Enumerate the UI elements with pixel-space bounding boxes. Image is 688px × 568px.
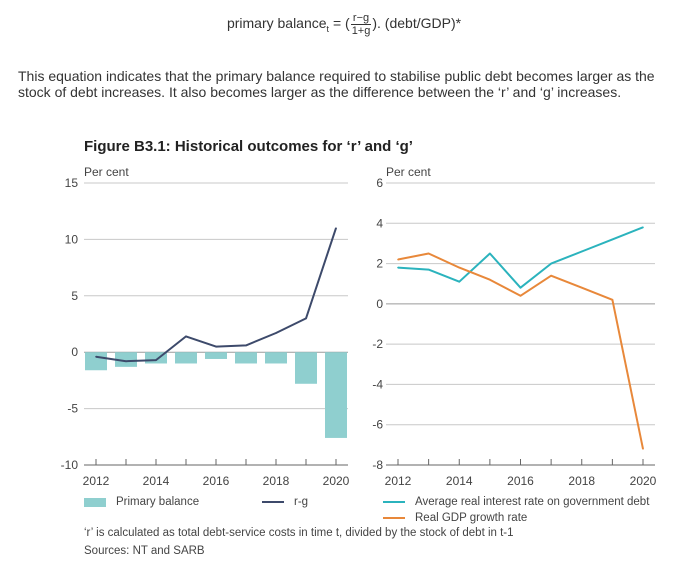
equation-fraction: r−g 1+g	[350, 12, 372, 37]
equation-open: = (	[329, 15, 350, 32]
right-series-0-point	[427, 268, 430, 271]
equation-subscript: t	[326, 24, 330, 34]
left-chart-legend-2: r-g	[262, 494, 308, 510]
left-series-1-point	[335, 227, 337, 229]
left-ytick-label: 10	[65, 232, 79, 246]
right-ytick-label: 2	[376, 257, 383, 271]
left-chart-legend: Primary balance	[84, 494, 199, 510]
left-xtick-label: 2018	[263, 474, 290, 488]
right-chart-legend: Average real interest rate on government…	[383, 494, 649, 526]
left-ytick-label: 0	[71, 345, 78, 359]
right-series-1-point	[580, 286, 583, 289]
left-ytick-label: 5	[71, 289, 78, 303]
legend-label-primary-balance: Primary balance	[116, 496, 200, 508]
left-series-0-bar	[235, 352, 257, 364]
left-series-1-point	[125, 360, 127, 363]
right-ytick-label: -8	[372, 458, 383, 472]
right-ytick-label: -2	[372, 337, 383, 351]
legend-item-interest-rate: Average real interest rate on government…	[383, 494, 649, 510]
legend-item-r-g: r-g	[262, 494, 308, 510]
left-series-0-bar	[205, 352, 227, 359]
left-series-0-bar	[265, 352, 287, 364]
right-series-0-point	[489, 252, 491, 255]
equation: primary balancet = (r−g 1+g). (debt/GDP)*	[0, 12, 688, 37]
right-xtick-label: 2018	[568, 474, 595, 488]
right-series-0-point	[519, 286, 522, 289]
legend-label-interest-rate: Average real interest rate on government…	[415, 496, 650, 508]
left-series-0-bar	[145, 352, 167, 364]
left-ytick-label: -5	[67, 402, 78, 416]
left-series-1-point	[95, 355, 97, 358]
right-series-1-point	[458, 266, 461, 269]
right-series-0-point	[397, 266, 399, 269]
right-series-0-point	[550, 262, 552, 265]
right-series-1-point	[397, 258, 399, 261]
right-series-0-point	[580, 250, 583, 253]
right-xtick-label: 2016	[507, 474, 534, 488]
left-xtick-label: 2016	[203, 474, 230, 488]
right-series-0-line	[397, 226, 644, 289]
equation-rhs: ). (debt/GDP)*	[372, 15, 462, 32]
equation-numerator: r−g	[350, 12, 372, 25]
left-xtick-label: 2012	[83, 474, 110, 488]
right-xtick-label: 2014	[446, 474, 473, 488]
right-series-1-point	[550, 274, 552, 277]
right-xtick-label: 2012	[385, 474, 412, 488]
left-series-1-point	[185, 335, 187, 338]
legend-swatch-primary-balance	[84, 497, 106, 507]
equation-lhs: primary balance	[226, 15, 327, 32]
right-xtick-label: 2020	[630, 474, 657, 488]
left-series-0-bar	[85, 352, 107, 371]
left-ylabel: Per cent	[84, 165, 129, 179]
left-series-1-point	[305, 317, 307, 320]
right-ytick-label: 0	[376, 297, 383, 311]
left-ytick-label: -10	[61, 458, 79, 472]
left-series-0-bar	[115, 352, 137, 367]
legend-label-gdp-growth: Real GDP growth rate	[415, 512, 528, 524]
footnote: ‘r’ is calculated as total debt-service …	[84, 527, 514, 539]
right-series-1-point	[427, 252, 430, 255]
intro-paragraph: This equation indicates that the primary…	[18, 68, 655, 100]
right-ytick-label: -4	[372, 377, 383, 391]
legend-item-gdp-growth: Real GDP growth rate	[383, 510, 649, 526]
left-series-0-bar	[175, 352, 197, 364]
legend-item-primary-balance: Primary balance	[84, 494, 199, 510]
right-series-0-point	[642, 226, 644, 229]
legend-swatch-r-g	[262, 501, 284, 503]
right-series-0-point	[458, 280, 461, 283]
right-ytick-label: -6	[372, 418, 383, 432]
right-series-1-point	[642, 448, 644, 450]
left-series-1-point	[245, 344, 247, 347]
left-series-1-point	[215, 345, 217, 348]
right-ytick-label: 4	[376, 216, 383, 230]
legend-swatch-gdp-growth	[383, 517, 405, 519]
right-series-0-point	[611, 238, 614, 241]
left-series-0-bar	[325, 352, 347, 438]
left-series-1-line	[95, 227, 337, 363]
right-series-1-point	[519, 295, 522, 297]
left-series-1-point	[275, 332, 277, 334]
sources: Sources: NT and SARB	[84, 545, 205, 557]
left-xtick-label: 2014	[143, 474, 170, 488]
right-ylabel: Per cent	[386, 165, 431, 179]
right-series-1-line	[397, 252, 644, 450]
left-xtick-label: 2020	[323, 474, 350, 488]
right-ytick-label: 6	[376, 176, 383, 190]
legend-label-r-g: r-g	[294, 496, 309, 508]
left-series-1-point	[155, 359, 157, 361]
left-series-0-bar	[295, 352, 317, 384]
figure-title: Figure B3.1: Historical outcomes for ‘r’…	[84, 138, 413, 155]
left-ytick-label: 15	[65, 176, 79, 190]
right-series-1-point	[611, 299, 614, 301]
equation-denominator: 1+g	[351, 25, 371, 37]
legend-swatch-interest-rate	[383, 501, 405, 503]
right-series-1-point	[489, 278, 491, 281]
